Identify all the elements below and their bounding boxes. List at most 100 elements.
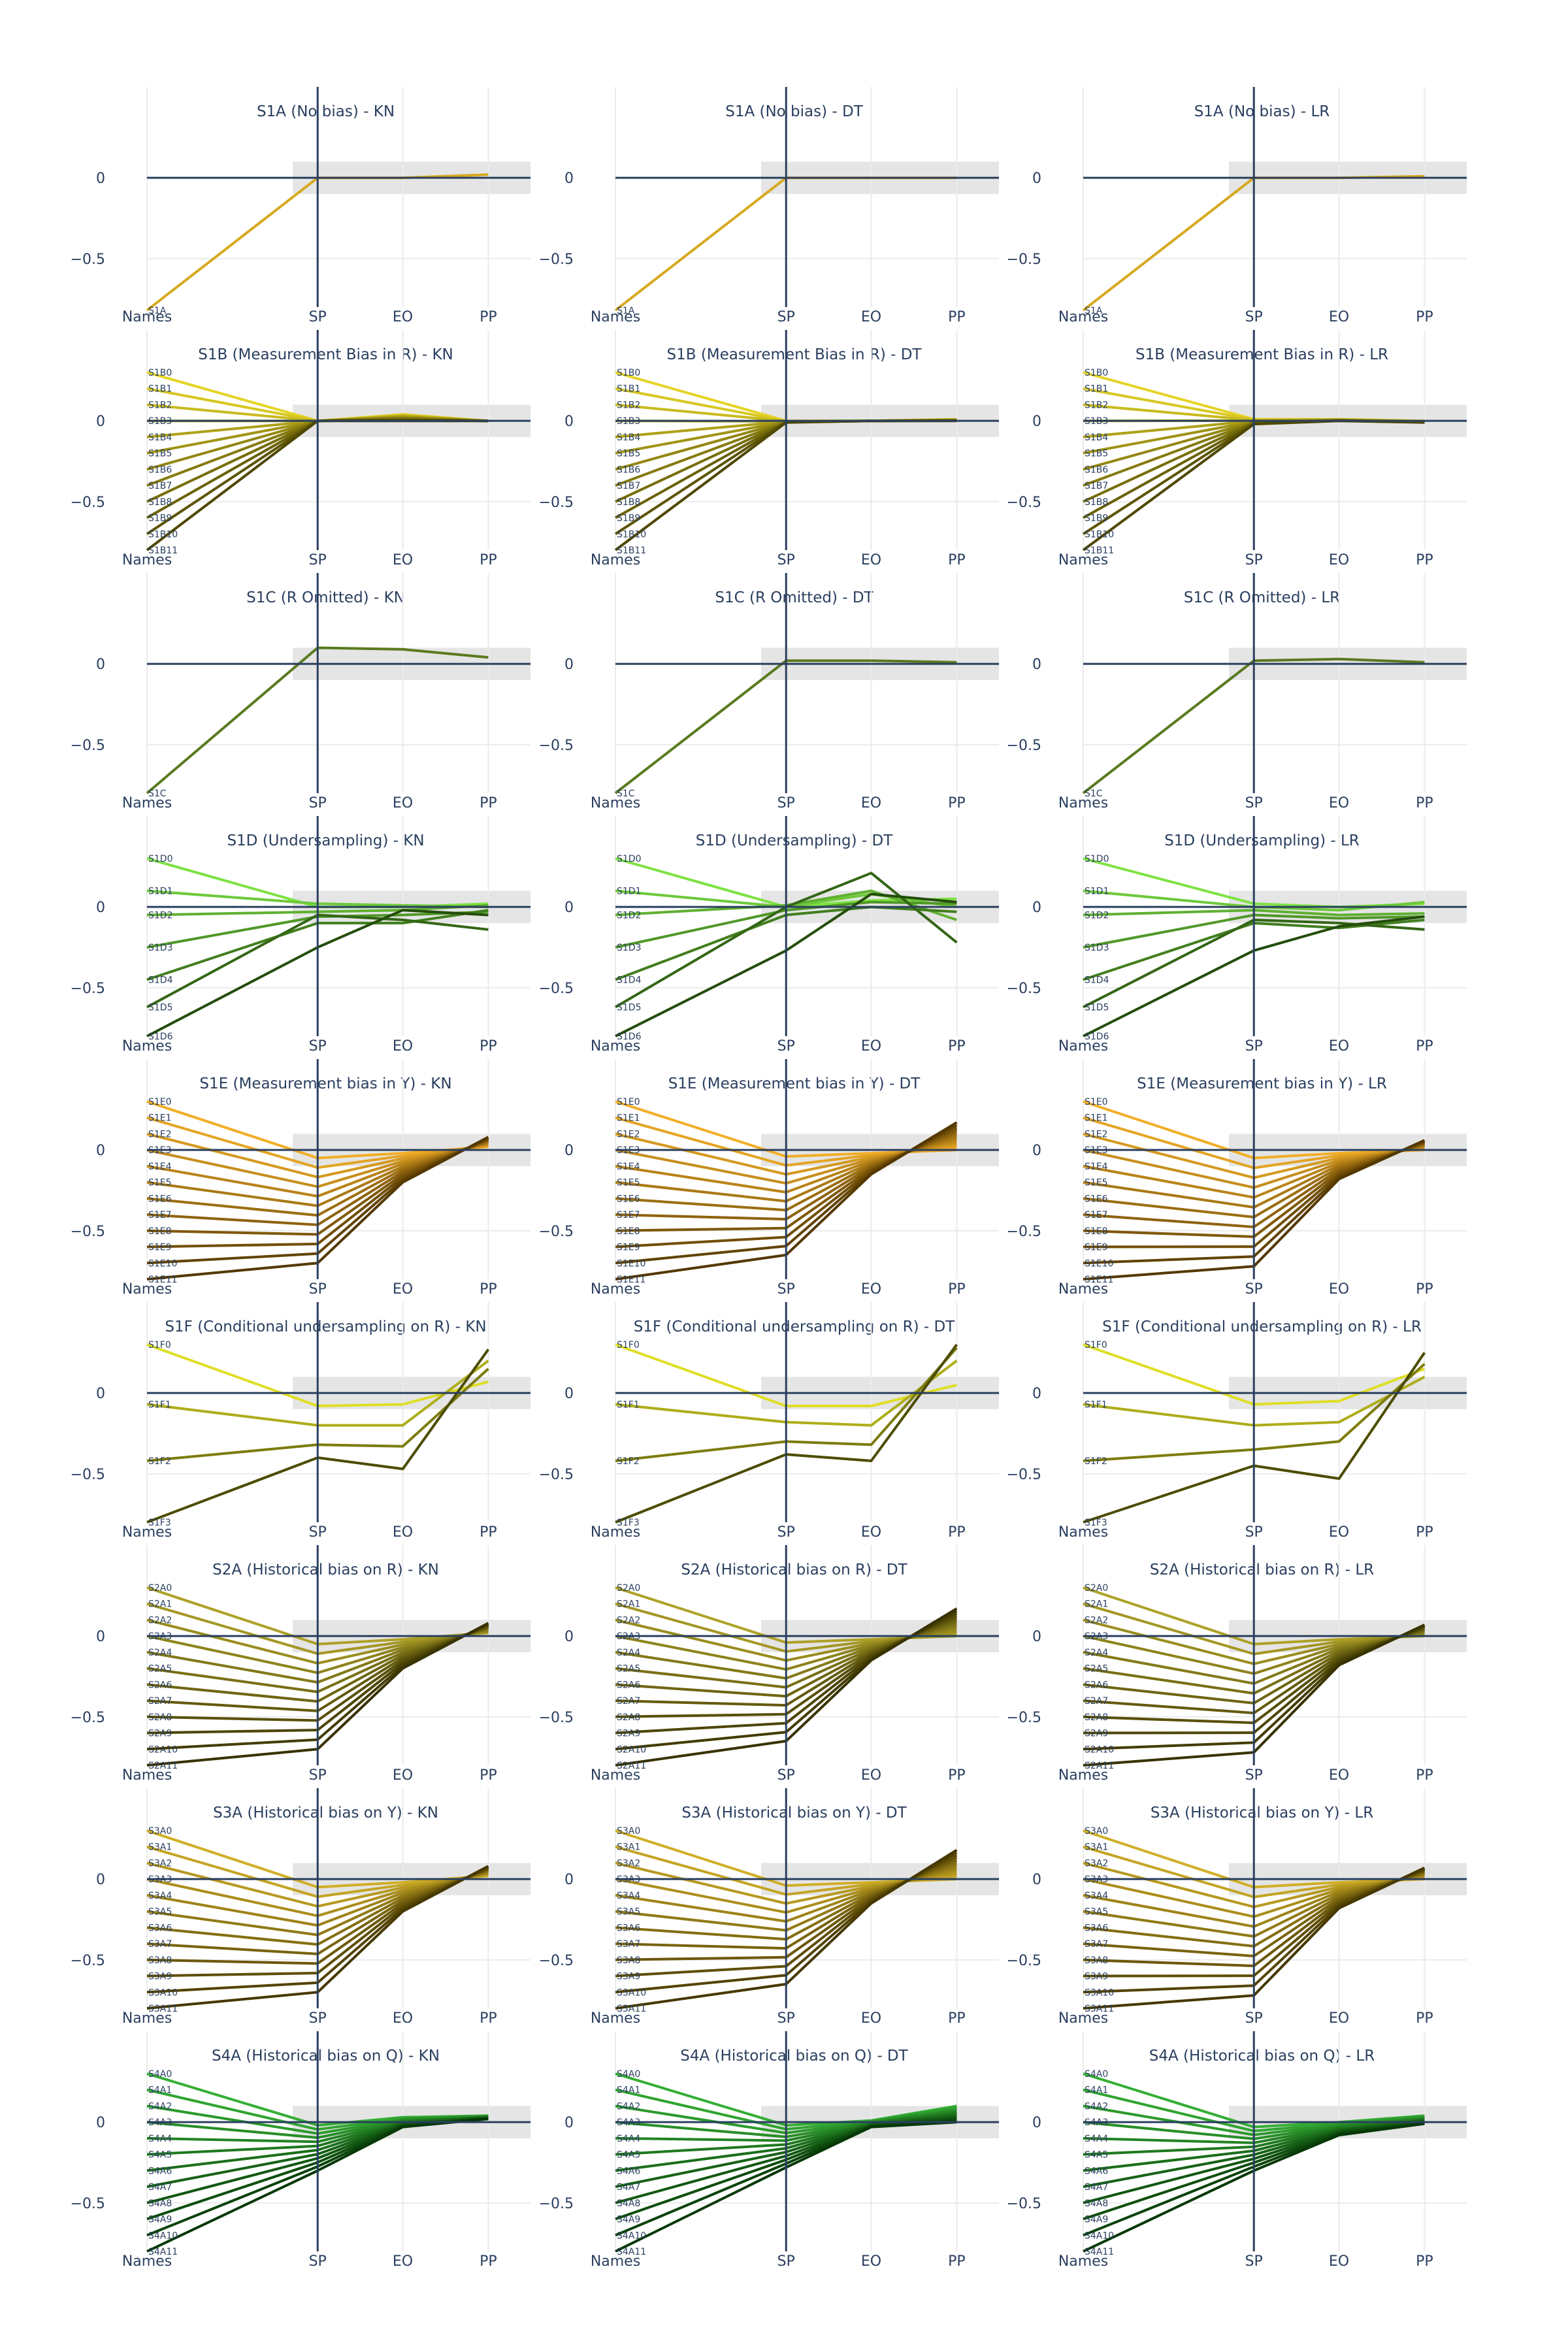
x-tick-label: EO [393,1038,413,1054]
panel-title: S1C (R Omitted) - LR [1184,589,1340,606]
x-tick-label: EO [393,552,413,568]
series-label: S2A3 [1085,1631,1108,1642]
y-tick-label: −0.5 [71,495,105,511]
x-tick-label: PP [1416,1281,1433,1298]
y-tick-label: −0.5 [71,2196,105,2212]
series-line [146,1135,489,1281]
series-label: S1B5 [617,449,640,459]
series-line [615,1343,958,1524]
series-label: S4A11 [617,2247,646,2257]
x-tick-label: SP [1245,552,1263,568]
panel-title: S2A (Historical bias on R) - DT [681,1561,907,1578]
panel-title: S2A (Historical bias on R) - LR [1150,1561,1374,1578]
series-label: S1F2 [617,1456,640,1467]
series-label: S1F0 [148,1340,171,1350]
x-tick-label: PP [948,309,966,325]
x-tick-label: SP [1245,1524,1263,1541]
series-label: S2A9 [148,1729,172,1739]
y-tick-label: 0 [96,900,105,916]
x-tick-label: Names [1058,1524,1108,1541]
x-tick-label: SP [1245,2010,1263,2027]
series-label: S1B11 [148,546,178,556]
chart-panel: S1A (No bias) - KN S1A 0 −0.5 Names SP EO PP [71,87,531,325]
series-label: S4A10 [1085,2230,1114,2241]
series-label: S1E3 [1085,1145,1108,1156]
x-tick-label: SP [309,552,327,568]
x-tick-label: Names [122,1038,172,1054]
x-tick-label: Names [591,2010,640,2027]
x-tick-label: SP [777,1524,795,1541]
panel-title: S1E (Measurement bias in Y) - DT [668,1075,921,1092]
series-label: S2A9 [617,1729,640,1739]
x-tick-label: Names [122,1767,172,1784]
chart-panel: S1B (Measurement Bias in R) - LR S1B0 S1B1… [1007,330,1467,568]
series-label: S4A5 [1085,2150,1108,2161]
series-label: S2A11 [148,1761,178,1771]
x-tick-label: EO [393,795,413,811]
series-label: S3A8 [1085,1955,1108,1966]
series-line [1083,1343,1426,1406]
series-label: S4A10 [148,2230,178,2241]
chart-panel: S1D (Undersampling) - KN S1D0 S1D1 S1D2 S1D3… [71,816,531,1054]
x-tick-label: SP [1245,1281,1263,1298]
y-tick-label: 0 [564,2115,574,2131]
series-label: S1B9 [148,514,172,524]
y-tick-label: 0 [564,414,574,430]
x-tick-label: PP [948,1767,966,1784]
x-tick-label: EO [1329,1767,1349,1784]
series-label: S1E1 [1085,1113,1108,1124]
x-tick-label: Names [591,1524,640,1541]
series-label: S2A7 [148,1696,172,1707]
series-label: S4A5 [617,2150,640,2161]
series-label: S3A9 [617,1972,640,1982]
series-label: S1D6 [1085,1032,1109,1042]
x-tick-label: EO [1329,552,1349,568]
series-label: S4A3 [148,2117,172,2128]
series-label: S1D1 [1085,886,1109,896]
x-tick-label: Names [122,1281,172,1298]
series-label: S1E6 [617,1194,640,1204]
series-label: S1E9 [148,1243,172,1253]
series-line [615,2121,957,2253]
x-tick-label: EO [861,1524,881,1541]
x-tick-label: EO [861,2010,881,2027]
series-label: S1B3 [617,416,640,427]
series-line [1083,919,1425,1009]
x-tick-label: SP [309,1767,327,1784]
series-label: S2A4 [617,1648,640,1658]
x-tick-label: PP [480,1524,497,1541]
series-line [146,1348,490,1524]
series-label: S1F2 [148,1456,171,1467]
series-label: S1F0 [1085,1340,1107,1350]
panel-title: S1D (Undersampling) - DT [696,832,893,849]
x-tick-label: SP [1245,2253,1263,2270]
x-tick-label: PP [948,2253,966,2270]
series-label: S3A8 [148,1955,172,1966]
y-tick-label: −0.5 [1007,738,1041,754]
series-label: S4A7 [1085,2182,1108,2193]
series-label: S4A9 [148,2215,172,2225]
panel-title: S3A (Historical bias on Y) - KN [213,1805,438,1821]
series-label: S3A9 [148,1972,172,1982]
series-label: S1B2 [1085,400,1108,410]
y-tick-label: 0 [1032,657,1041,673]
y-tick-label: −0.5 [1007,1467,1041,1483]
x-tick-label: SP [309,1524,327,1541]
series-label: S1E2 [1085,1129,1108,1139]
series-label: S3A5 [617,1907,640,1918]
panel-title: S1D (Undersampling) - LR [1164,832,1360,849]
series-label: S2A0 [617,1583,640,1593]
series-label: S1C [148,789,167,799]
series-label: S4A0 [1085,2069,1108,2080]
y-tick-label: 0 [96,1143,105,1159]
series-label: S3A0 [617,1826,640,1837]
series-label: S1E3 [617,1145,640,1156]
x-tick-label: SP [1245,1767,1263,1784]
series-label: S1B6 [148,465,172,475]
series-label: S1B11 [617,546,646,556]
y-tick-label: 0 [96,2115,105,2131]
series-label: S1E8 [617,1226,640,1237]
series-label: S2A11 [617,1761,646,1771]
chart-panel: S1F (Conditional undersampling on R) - L… [1007,1302,1467,1541]
